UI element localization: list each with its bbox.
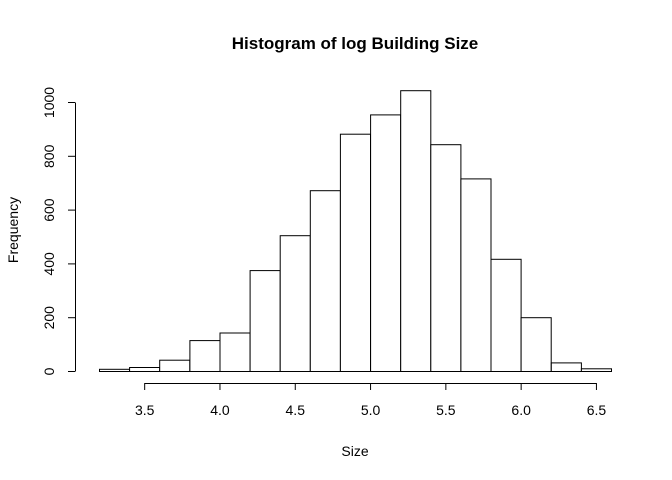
y-tick-label: 0 bbox=[41, 367, 57, 375]
y-tick-label: 200 bbox=[41, 306, 57, 330]
y-tick-label: 800 bbox=[41, 144, 57, 168]
histogram-bar bbox=[339, 133, 371, 372]
y-axis: 0 200 400 600 800 1000 bbox=[41, 87, 76, 375]
histogram-bar bbox=[219, 332, 251, 372]
histogram-bar bbox=[129, 367, 161, 372]
histogram-bar bbox=[400, 90, 432, 372]
histogram-bar bbox=[99, 368, 131, 372]
histogram-bar bbox=[490, 258, 522, 372]
y-tick-label: 1000 bbox=[41, 87, 57, 118]
x-tick-label: 5.5 bbox=[436, 402, 456, 418]
x-tick-label: 5.0 bbox=[361, 402, 381, 418]
histogram-bar bbox=[460, 178, 492, 372]
y-tick-label: 600 bbox=[41, 198, 57, 222]
y-tick-label: 400 bbox=[41, 252, 57, 276]
histogram-bar bbox=[430, 144, 462, 372]
histogram-bar bbox=[550, 362, 582, 372]
x-tick-label: 3.5 bbox=[135, 402, 155, 418]
x-axis: 3.5 4.0 4.5 5.0 5.5 6.0 6.5 bbox=[135, 383, 606, 418]
x-tick-label: 6.0 bbox=[511, 402, 531, 418]
histogram-bar bbox=[520, 317, 552, 373]
x-axis-label: Size bbox=[341, 443, 368, 459]
x-tick-label: 6.5 bbox=[587, 402, 607, 418]
y-axis-label: Frequency bbox=[5, 197, 21, 263]
bars-group bbox=[99, 90, 613, 373]
histogram-bar bbox=[370, 114, 402, 373]
x-tick-label: 4.0 bbox=[210, 402, 230, 418]
histogram-bar bbox=[309, 190, 341, 372]
x-tick-label: 4.5 bbox=[286, 402, 306, 418]
histogram-bar bbox=[159, 359, 191, 373]
chart-title: Histogram of log Building Size bbox=[232, 34, 479, 53]
histogram-bar bbox=[279, 235, 311, 372]
histogram-bar bbox=[189, 340, 221, 373]
histogram-bar bbox=[249, 270, 281, 373]
histogram-bar bbox=[580, 368, 613, 372]
